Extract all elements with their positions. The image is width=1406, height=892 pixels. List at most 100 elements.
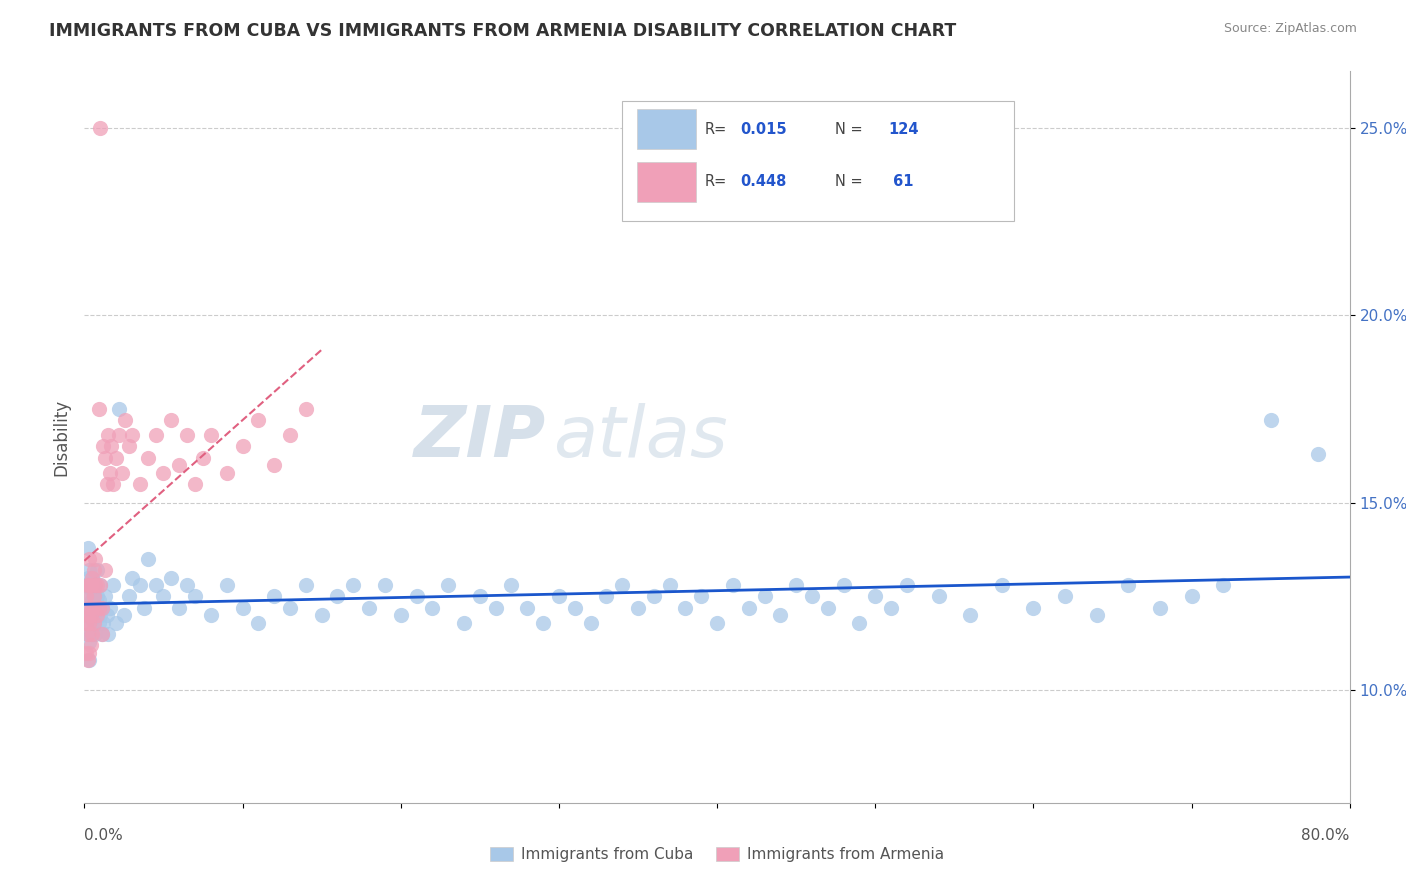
Text: ZIP: ZIP — [413, 402, 546, 472]
Point — [1308, 447, 1330, 461]
Point — [94, 563, 117, 577]
Point — [101, 578, 124, 592]
Point — [76, 608, 98, 623]
Point — [76, 578, 98, 592]
Point — [1054, 590, 1077, 604]
FancyBboxPatch shape — [623, 101, 1015, 221]
FancyBboxPatch shape — [637, 110, 696, 149]
Point — [295, 401, 318, 416]
Point — [76, 541, 98, 555]
Text: 124: 124 — [889, 121, 918, 136]
Point — [468, 590, 491, 604]
Point — [89, 578, 111, 592]
Point — [405, 590, 427, 604]
Point — [880, 600, 903, 615]
Point — [863, 590, 887, 604]
Text: 0.0%: 0.0% — [84, 828, 124, 843]
Point — [76, 627, 98, 641]
Point — [785, 578, 807, 592]
Point — [90, 600, 112, 615]
Point — [721, 578, 744, 592]
Point — [86, 578, 108, 592]
Point — [959, 608, 981, 623]
Point — [86, 608, 108, 623]
Point — [311, 608, 333, 623]
Text: N =: N = — [835, 121, 862, 136]
Point — [87, 593, 110, 607]
Point — [278, 428, 301, 442]
Point — [77, 653, 100, 667]
Point — [89, 578, 111, 592]
Point — [75, 615, 97, 630]
Point — [169, 458, 191, 473]
Point — [801, 590, 824, 604]
Point — [134, 600, 156, 615]
Point — [326, 590, 349, 604]
Point — [357, 600, 380, 615]
Point — [422, 600, 444, 615]
Point — [86, 608, 108, 623]
Point — [79, 608, 103, 623]
Point — [737, 600, 759, 615]
Point — [86, 590, 108, 604]
Point — [83, 600, 105, 615]
Point — [87, 401, 110, 416]
Point — [176, 428, 198, 442]
Point — [83, 590, 105, 604]
Point — [84, 578, 107, 592]
Point — [191, 450, 214, 465]
Point — [93, 440, 115, 454]
Point — [77, 600, 100, 615]
Point — [501, 578, 523, 592]
Point — [84, 578, 107, 592]
Text: 61: 61 — [889, 174, 914, 189]
Point — [77, 634, 100, 648]
Point — [94, 450, 117, 465]
Point — [516, 600, 538, 615]
Point — [643, 590, 665, 604]
Point — [87, 600, 110, 615]
Point — [832, 578, 855, 592]
Text: 0.448: 0.448 — [740, 174, 786, 189]
Point — [145, 578, 167, 592]
Point — [152, 466, 174, 480]
Point — [96, 477, 118, 491]
Point — [564, 600, 586, 615]
Point — [108, 401, 131, 416]
Point — [82, 571, 104, 585]
Point — [627, 600, 650, 615]
Point — [77, 590, 100, 604]
Point — [374, 578, 396, 592]
Point — [754, 590, 776, 604]
Point — [79, 578, 103, 592]
Point — [1118, 578, 1140, 592]
Point — [84, 552, 107, 566]
Point — [136, 552, 159, 566]
Point — [114, 413, 136, 427]
Point — [152, 590, 174, 604]
Point — [928, 590, 950, 604]
Point — [263, 590, 285, 604]
Point — [706, 615, 728, 630]
Point — [389, 608, 412, 623]
Point — [121, 428, 143, 442]
Point — [247, 413, 270, 427]
Text: 0.015: 0.015 — [740, 121, 786, 136]
Point — [84, 627, 107, 641]
Point — [484, 600, 508, 615]
Point — [112, 608, 135, 623]
Point — [111, 466, 134, 480]
Point — [145, 428, 167, 442]
Point — [121, 571, 143, 585]
Point — [247, 615, 270, 630]
Point — [79, 627, 103, 641]
Point — [77, 563, 100, 577]
Point — [76, 571, 98, 585]
Point — [94, 590, 117, 604]
Point — [675, 600, 697, 615]
Point — [76, 600, 98, 615]
Point — [90, 627, 112, 641]
Point — [90, 600, 112, 615]
Point — [97, 428, 120, 442]
Point — [96, 608, 118, 623]
